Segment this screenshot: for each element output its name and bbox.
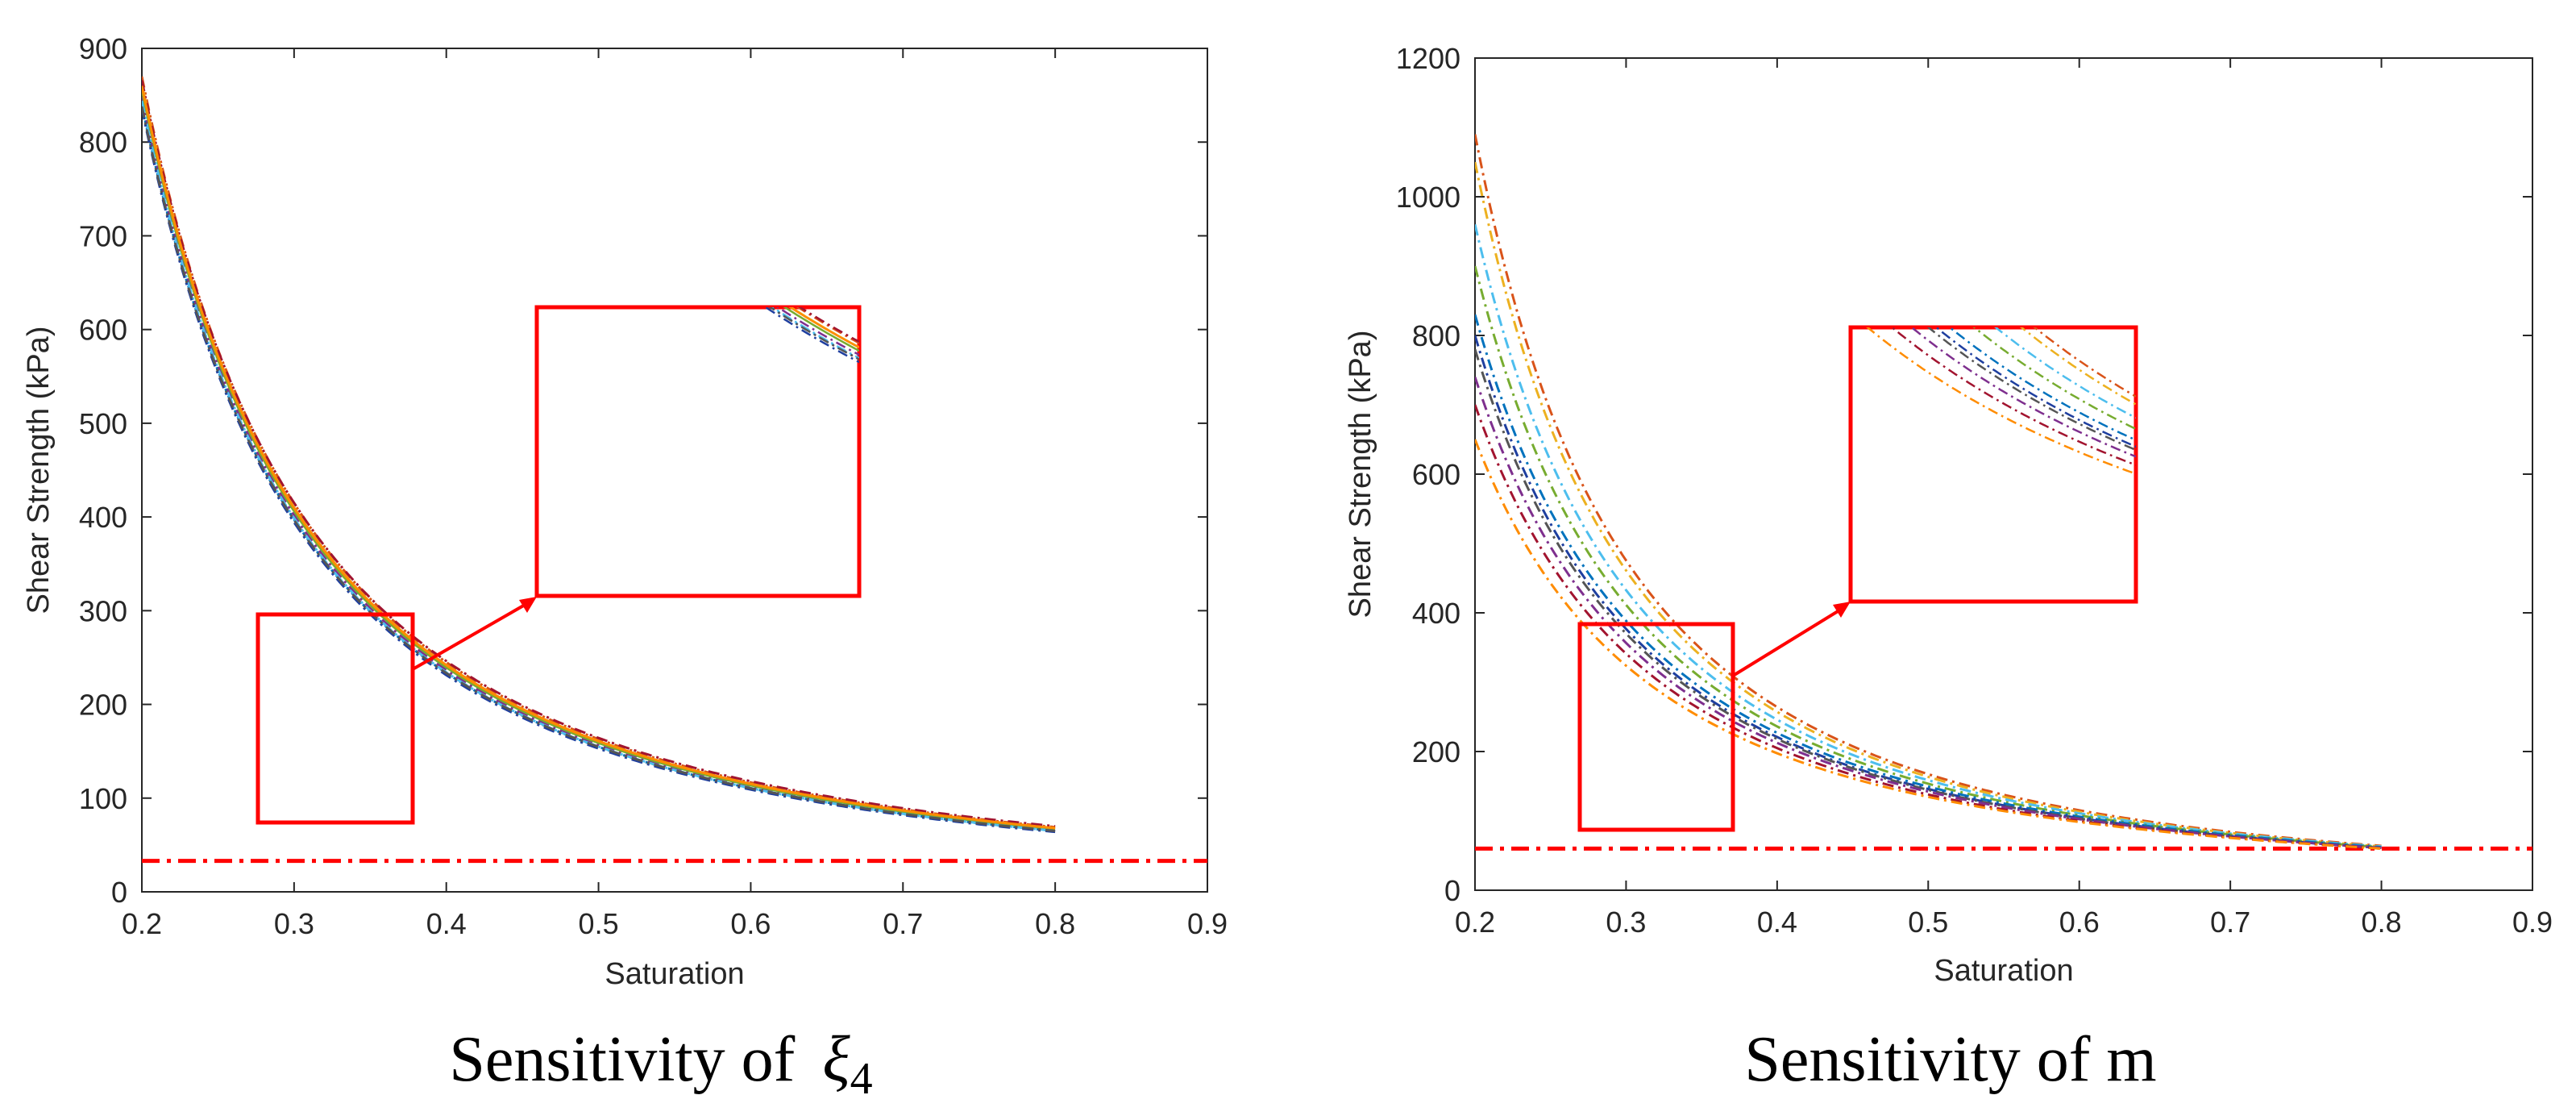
caption-symbol: ξ <box>822 1024 850 1095</box>
y-tick-label: 600 <box>79 314 127 347</box>
series-line-s8 <box>1475 377 2382 849</box>
zoom-arrow-line <box>412 599 533 671</box>
x-axis-label: Saturation <box>1934 954 2073 988</box>
x-tick-label: 0.7 <box>883 907 923 940</box>
y-tick-label: 1000 <box>1396 181 1460 214</box>
x-tick-label: 0.7 <box>2210 906 2250 939</box>
inset-series-line-s10 <box>768 307 859 360</box>
zoom-arrow-head <box>1833 602 1851 618</box>
y-tick-label: 100 <box>79 782 127 815</box>
y-tick-label: 200 <box>79 689 127 722</box>
figure-caption-right: Sensitivity of m <box>1744 1024 2156 1095</box>
inset-series-line-s5 <box>1948 327 2136 441</box>
series-line-s4 <box>1475 265 2382 849</box>
inset-series-line-s7 <box>1926 327 2136 452</box>
x-tick-label: 0.4 <box>426 907 467 940</box>
inset-series-line-s9 <box>1890 327 2136 466</box>
y-tick-label: 800 <box>1412 319 1460 352</box>
inset-series-line-s3 <box>1994 327 2136 419</box>
chart-right-m: 0.2 0.3 0.4 0.5 0.6 0.7 0.8 0.9 0 200 400 600 800 100… <box>1344 42 2553 1095</box>
zoom-arrow-line <box>1731 605 1847 677</box>
x-tick-label: 0.9 <box>1187 907 1228 940</box>
series-line-s7 <box>1475 348 2382 849</box>
zoom-region-box <box>1577 622 1735 832</box>
x-tick-label: 0.8 <box>1035 907 1075 940</box>
axis-ticks: 0.2 0.3 0.4 0.5 0.6 0.7 0.8 0.9 0 100 200 300 400 500… <box>79 32 1228 940</box>
x-tick-label: 0.5 <box>1908 906 1948 939</box>
zoom-inset-box <box>534 305 862 598</box>
x-tick-label: 0.9 <box>2512 906 2553 939</box>
series-line-s10 <box>1475 439 2382 850</box>
series-line-s6 <box>142 100 1056 832</box>
zoom-inset-series <box>1866 327 2136 475</box>
x-tick-label: 0.2 <box>122 907 162 940</box>
y-tick-label: 1200 <box>1396 42 1460 75</box>
y-tick-label: 800 <box>79 126 127 159</box>
series-line-s2 <box>1475 161 2382 848</box>
y-tick-label: 900 <box>79 32 127 65</box>
chart-left-xi4: 0.2 0.3 0.4 0.5 0.6 0.7 0.8 0.9 0 100 200 300 400 500… <box>22 32 1228 1104</box>
y-tick-label: 500 <box>79 407 127 440</box>
inset-series-line-s9 <box>788 307 859 349</box>
series-line-s1 <box>1475 134 2382 847</box>
inset-series-line-s8 <box>763 307 859 364</box>
series-group <box>1475 134 2382 850</box>
series-line-s7 <box>142 80 1056 828</box>
y-tick-label: 400 <box>79 501 127 534</box>
caption-subscript: 4 <box>850 1054 873 1104</box>
zoom-arrow-head <box>519 597 537 613</box>
inset-series-line-s10 <box>1866 327 2136 475</box>
axis-ticks: 0.2 0.3 0.4 0.5 0.6 0.7 0.8 0.9 0 200 400 600 800 100… <box>1396 42 2553 939</box>
series-line-s9 <box>142 85 1056 830</box>
series-line-s5 <box>1475 314 2382 849</box>
x-tick-label: 0.3 <box>274 907 314 940</box>
x-axis-label: Saturation <box>605 957 744 991</box>
inset-series-line-s5 <box>783 307 859 352</box>
y-axis-label: Shear Strength (kPa) <box>1344 331 1377 618</box>
figure-caption-left: Sensitivity of ξ4 <box>449 1024 872 1104</box>
inset-series-line-s7 <box>798 307 859 343</box>
series-group <box>142 76 1056 834</box>
inset-series-line-s6 <box>771 307 859 360</box>
zoom-inset-series <box>763 307 859 364</box>
x-tick-label: 0.8 <box>2362 906 2402 939</box>
x-tick-label: 0.3 <box>1606 906 1646 939</box>
y-tick-label: 0 <box>1444 874 1460 907</box>
x-tick-label: 0.4 <box>1757 906 1797 939</box>
x-tick-label: 0.2 <box>1455 906 1495 939</box>
y-tick-label: 200 <box>1412 735 1460 768</box>
inset-series-line-s6 <box>1934 327 2136 448</box>
x-tick-label: 0.6 <box>2059 906 2100 939</box>
y-tick-label: 300 <box>79 594 127 627</box>
caption-text: Sensitivity of <box>449 1024 795 1095</box>
inset-series-line-s4 <box>775 307 859 356</box>
y-tick-label: 400 <box>1412 597 1460 630</box>
y-tick-label: 700 <box>79 219 127 252</box>
zoom-region-box <box>256 612 415 825</box>
inset-series-line-s2 <box>2020 327 2136 406</box>
y-tick-label: 0 <box>111 876 127 909</box>
zoom-inset-box <box>1848 325 2138 604</box>
y-axis-label: Shear Strength (kPa) <box>22 327 56 614</box>
inset-series-line-s8 <box>1909 327 2136 458</box>
x-tick-label: 0.5 <box>579 907 619 940</box>
y-tick-label: 600 <box>1412 458 1460 491</box>
x-tick-label: 0.6 <box>730 907 771 940</box>
